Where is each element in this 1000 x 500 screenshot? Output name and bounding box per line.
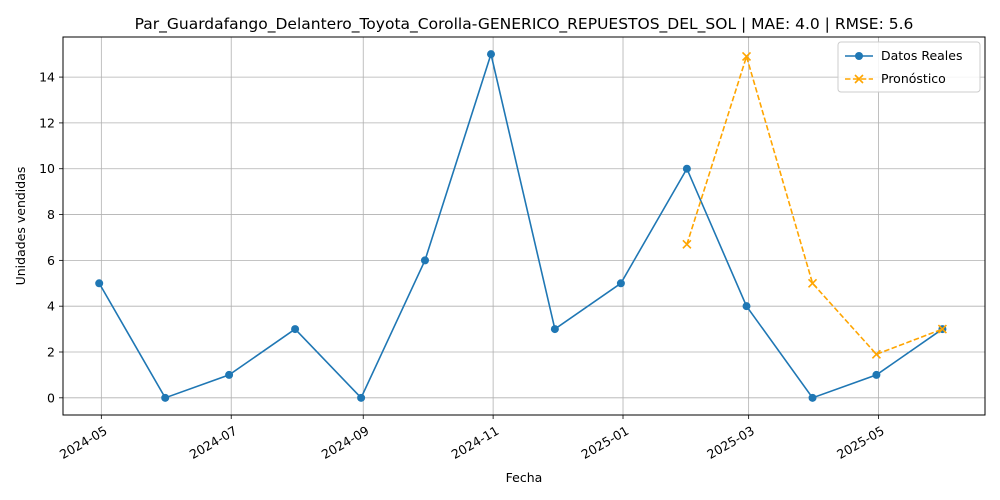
legend-box bbox=[837, 41, 981, 93]
data-point-pronostico bbox=[871, 349, 881, 359]
y-axis: 0 2 4 6 8 10 12 14 bbox=[39, 70, 63, 405]
data-point-datos-reales bbox=[682, 164, 691, 173]
data-point-datos-reales bbox=[225, 370, 234, 379]
data-point-datos-reales bbox=[550, 325, 559, 334]
data-point-datos-reales bbox=[808, 393, 817, 402]
y-tick-label: 0 bbox=[47, 390, 55, 405]
data-point-datos-reales bbox=[95, 279, 104, 288]
data-point-pronostico bbox=[682, 239, 692, 249]
y-tick-label: 2 bbox=[47, 345, 55, 360]
y-tick-label: 6 bbox=[47, 253, 55, 268]
data-point-pronostico bbox=[807, 278, 818, 288]
x-axis-label: Fecha bbox=[506, 470, 543, 485]
grid bbox=[63, 37, 985, 415]
series-pronostico bbox=[682, 51, 947, 359]
chart-title: Par_Guardafango_Delantero_Toyota_Corolla… bbox=[135, 15, 914, 34]
data-point-datos-reales bbox=[357, 393, 366, 402]
data-point-datos-reales bbox=[616, 279, 625, 288]
y-axis-label: Unidades vendidas bbox=[13, 167, 28, 286]
y-tick-label: 8 bbox=[47, 207, 55, 222]
series-layer bbox=[95, 50, 947, 402]
legend-item-datos-reales: Datos Reales bbox=[845, 48, 962, 63]
data-point-datos-reales bbox=[291, 325, 300, 334]
data-point-datos-reales bbox=[872, 370, 881, 379]
data-point-datos-reales bbox=[161, 393, 170, 402]
data-point-datos-reales bbox=[742, 302, 751, 311]
y-tick-label: 4 bbox=[47, 299, 55, 314]
plot-frame bbox=[62, 36, 986, 416]
legend-label-datos-reales: Datos Reales bbox=[881, 48, 962, 63]
legend-marker-datos-reales bbox=[855, 52, 863, 60]
data-point-pronostico bbox=[937, 324, 947, 334]
data-point-datos-reales bbox=[420, 256, 429, 265]
series-line-pronostico bbox=[686, 53, 943, 356]
y-tick-label: 10 bbox=[39, 161, 55, 176]
y-tick-label: 12 bbox=[39, 115, 55, 130]
data-point-pronostico bbox=[741, 51, 752, 62]
y-tick-label: 14 bbox=[39, 70, 55, 85]
data-point-datos-reales bbox=[486, 50, 495, 59]
legend-marker-pronostico bbox=[854, 74, 864, 84]
series-line-datos-reales bbox=[98, 51, 943, 400]
legend-item-pronostico: Pronóstico bbox=[845, 71, 946, 86]
legend: Datos Reales Pronóstico bbox=[837, 41, 981, 93]
legend-label-pronostico: Pronóstico bbox=[881, 71, 946, 86]
